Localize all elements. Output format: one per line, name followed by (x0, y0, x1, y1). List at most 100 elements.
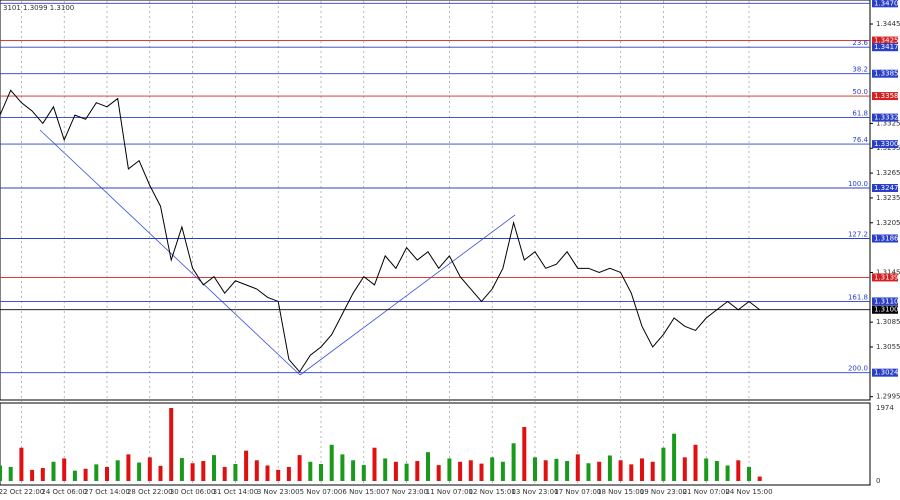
y-tick-label: 1.3145 (876, 268, 900, 276)
volume-bar (757, 476, 762, 481)
level-label: 1.3385 (874, 70, 899, 78)
y-tick-label: 1.3235 (876, 194, 900, 202)
y-tick-label: 1.2995 (876, 393, 900, 401)
x-tick-label: 13 Nov 23:00 (511, 488, 558, 496)
level-box (872, 36, 898, 45)
x-tick-label: 27 Oct 14:00 (84, 488, 130, 496)
volume-bar (276, 469, 281, 481)
fib-label: 161.8 (848, 293, 868, 301)
volume-bar (640, 458, 644, 481)
volume-bar (179, 458, 184, 481)
level-box (872, 273, 898, 282)
fib-label: 100.0 (848, 180, 868, 188)
volume-bar (8, 466, 13, 481)
level-label: 1.3186 (874, 235, 899, 243)
volume-bar (597, 461, 602, 481)
level-label: 1.3425 (874, 37, 899, 45)
volume-bar (693, 444, 698, 481)
volume-bar (468, 460, 473, 481)
volume-bar (361, 465, 366, 481)
volume-bar (94, 464, 99, 481)
volume-bar (286, 466, 291, 481)
volume-bar (447, 458, 452, 481)
volume-bar (533, 457, 537, 481)
zigzag (299, 214, 516, 376)
volume-bar (147, 457, 152, 481)
fib-label: 23.6 (852, 39, 868, 47)
level-label: 1.3139 (874, 273, 899, 281)
volume-bar (212, 455, 216, 481)
x-tick-label: 5 Nov 07:00 (300, 488, 343, 496)
level-label: 1.3332 (874, 114, 899, 122)
x-tick-label: 18 Nov 15:00 (597, 488, 644, 496)
volume-bar (522, 427, 527, 481)
level-label: 1.3470 (874, 0, 899, 7)
level-box (872, 0, 898, 8)
volume-bar (682, 457, 687, 481)
volume-bar (661, 447, 666, 481)
volume-bar (629, 464, 634, 481)
x-tick-label: 7 Nov 23:00 (385, 488, 428, 496)
volume-bar (222, 466, 227, 481)
volume-bar (254, 460, 259, 481)
volume-bar (404, 463, 409, 481)
fib-label: 127.2 (848, 231, 868, 239)
volume-bar (479, 463, 484, 481)
volume-bar (393, 461, 398, 481)
y-tick-label: 1.3205 (876, 219, 900, 227)
volume-bar (747, 466, 751, 481)
volume-bar (458, 461, 463, 481)
volume-bar (618, 460, 623, 481)
x-tick-label: 24 Nov 15:00 (725, 488, 772, 496)
volume-bar (565, 461, 570, 481)
volume-bar (586, 463, 591, 481)
volume-bar (714, 461, 719, 481)
volume-bar (169, 408, 174, 481)
x-tick-label: 19 Nov 23:00 (640, 488, 687, 496)
volume-bar (190, 463, 195, 481)
x-tick-label: 6 Nov 15:00 (342, 488, 385, 496)
volume-bar (0, 465, 2, 481)
x-tick-label: 24 Oct 06:00 (41, 488, 87, 496)
volume-bar (340, 454, 345, 481)
volume-bar (704, 458, 709, 481)
volume-bar (297, 455, 302, 481)
level-label: 1.3417 (874, 43, 899, 51)
volume-bar (137, 462, 142, 481)
fib-label: 38.2 (852, 66, 868, 74)
fib-label: 50.0 (852, 88, 868, 96)
level-box (872, 234, 898, 243)
fib-label: 61.8 (852, 110, 868, 118)
volume-bar (105, 466, 109, 481)
volume-bar (554, 458, 559, 481)
level-box (872, 368, 898, 377)
chart-title: 3101 1.3099 1.3100 (3, 4, 74, 12)
y-tick-label: 1.3325 (876, 119, 900, 127)
x-tick-label: 31 Oct 14:00 (213, 488, 259, 496)
volume-bar (83, 468, 88, 481)
volume-bar (201, 461, 206, 481)
volume-bar (725, 465, 730, 481)
price-panel (0, 0, 871, 401)
volume-bar (415, 461, 420, 481)
price-line (0, 89, 761, 373)
volume-bar (500, 461, 505, 481)
x-tick-label: 11 Nov 07:00 (426, 488, 473, 496)
level-box (872, 92, 898, 101)
volume-bar (426, 452, 430, 481)
level-box (872, 43, 898, 52)
volume-bar (607, 455, 612, 481)
level-label: 1.3247 (874, 184, 899, 192)
y-tick-label: 1.3295 (876, 144, 900, 152)
volume-bar (383, 458, 388, 481)
volume-bar (158, 465, 163, 481)
volume-bar (511, 443, 516, 481)
volume-bar (265, 465, 270, 481)
volume-bar (319, 463, 323, 481)
y-tick-label: 1.3445 (876, 20, 900, 28)
level-label: 1.3358 (874, 92, 899, 100)
volume-bar (543, 460, 548, 481)
level-box (872, 183, 898, 192)
volume-bar (490, 457, 495, 481)
